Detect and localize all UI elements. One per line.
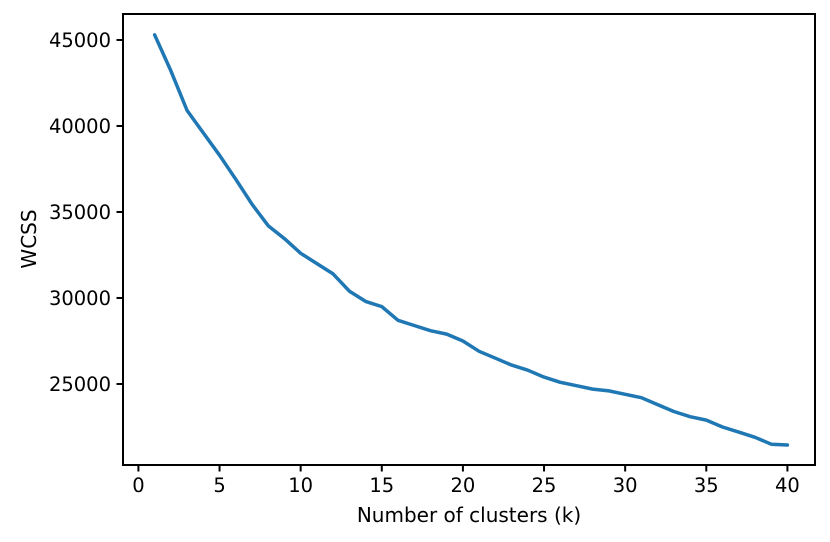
x-tick-label: 0 xyxy=(132,474,144,497)
x-tick-label: 25 xyxy=(532,474,557,497)
axis-ticks xyxy=(116,38,789,472)
y-tick-label: 45000 xyxy=(49,29,111,52)
x-tick-label: 35 xyxy=(694,474,719,497)
x-tick-label: 15 xyxy=(369,474,394,497)
x-tick-label: 10 xyxy=(288,474,313,497)
wcss-curve xyxy=(152,33,790,447)
wcss-line-series xyxy=(152,33,790,447)
plot-area xyxy=(123,14,815,465)
x-tick-label: 20 xyxy=(451,474,476,497)
y-tick-label: 25000 xyxy=(49,373,111,396)
y-tick-label: 35000 xyxy=(49,201,111,224)
y-axis-label: WCSS xyxy=(17,209,41,268)
y-tick-label: 40000 xyxy=(49,115,111,138)
y-tick-label: 30000 xyxy=(49,287,111,310)
x-tick-label: 5 xyxy=(213,474,225,497)
axis-tick-labels: 0 5 10 15 20 25 30 35 40 25000 30000 35000 40000 4500… xyxy=(49,29,800,497)
x-tick-label: 40 xyxy=(775,474,800,497)
x-axis-label: Number of clusters (k) xyxy=(357,503,581,527)
plot-spines xyxy=(122,13,816,466)
x-tick-label: 30 xyxy=(613,474,638,497)
